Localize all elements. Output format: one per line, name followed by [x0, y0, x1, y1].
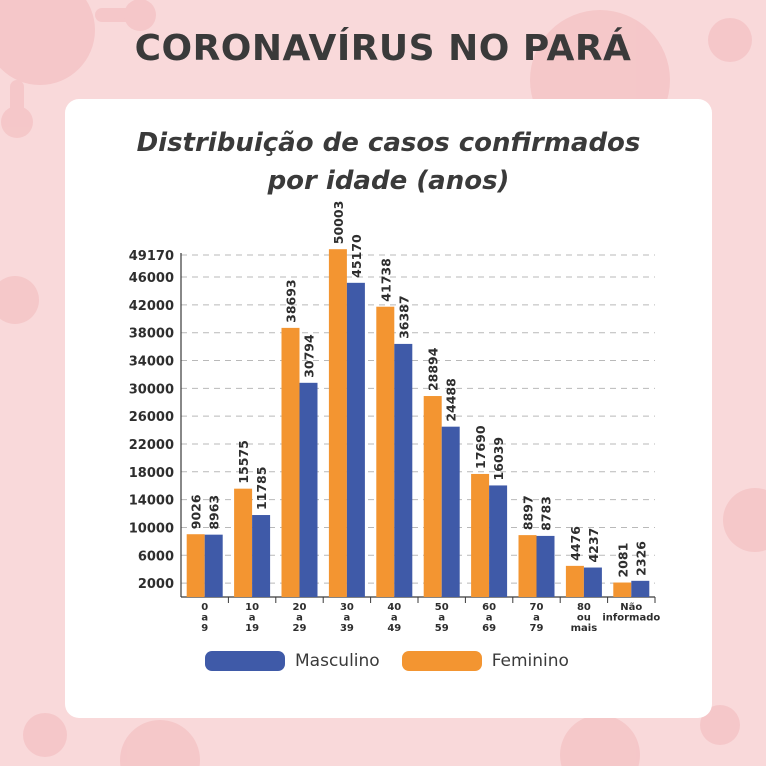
bar-masculino	[583, 567, 602, 597]
bar-feminino	[328, 249, 347, 597]
y-tick-label: 34000	[129, 355, 174, 370]
bar-feminino	[423, 396, 442, 597]
y-tick-label: 49170	[129, 249, 174, 264]
data-label: 11785	[254, 467, 269, 511]
data-label: 17690	[473, 425, 488, 469]
y-tick-label: 22000	[129, 438, 174, 453]
legend-swatch-feminino	[401, 651, 482, 671]
data-label: 16039	[491, 437, 506, 480]
page-title: CORONAVÍRUS NO PARÁ	[134, 28, 632, 69]
x-tick-label: a	[391, 613, 398, 624]
x-tick-label: 60	[482, 602, 496, 613]
chart-title: Distribuição de casos confirmados por id…	[65, 124, 712, 200]
x-tick-label: 9	[201, 623, 208, 634]
bar-feminino	[518, 535, 537, 597]
y-tick-label: 10000	[129, 521, 174, 536]
x-tick-label: 29	[293, 623, 307, 634]
data-label: 15575	[236, 440, 251, 484]
x-tick-label: a	[486, 613, 493, 624]
x-tick-label: 19	[245, 623, 259, 634]
bar-masculino	[441, 426, 460, 597]
x-tick-label: 10	[245, 602, 259, 613]
bar-masculino	[346, 282, 365, 597]
data-label: 45170	[349, 234, 364, 278]
data-label: 38693	[284, 279, 299, 323]
legend-label-feminino: Feminino	[491, 651, 569, 671]
legend-label-masculino: Masculino	[295, 651, 380, 671]
bar-masculino	[204, 534, 223, 597]
x-tick-label: a	[344, 613, 351, 624]
x-tick-label: mais	[571, 623, 598, 634]
data-label: 24488	[444, 378, 459, 422]
bar-feminino	[186, 534, 205, 597]
bar-feminino	[613, 582, 632, 597]
x-tick-label: 79	[530, 623, 544, 634]
y-tick-label: 2000	[138, 577, 174, 592]
data-label: 2326	[633, 541, 648, 576]
x-tick-label: 49	[387, 623, 401, 634]
y-tick-label: 14000	[129, 494, 174, 509]
data-label: 4237	[586, 528, 601, 563]
y-tick-label: 30000	[129, 382, 174, 397]
y-tick-label: 26000	[129, 410, 174, 425]
bar-masculino	[489, 485, 508, 597]
bar-feminino	[234, 488, 253, 597]
bar-feminino	[471, 473, 490, 597]
data-label: 41738	[378, 258, 393, 302]
x-tick-label: 70	[530, 602, 544, 613]
x-tick-label: 30	[340, 602, 354, 613]
y-tick-label: 6000	[138, 549, 174, 564]
bar-feminino	[565, 565, 584, 597]
legend-swatch-masculino	[205, 651, 285, 671]
x-tick-label: Não	[620, 602, 642, 613]
x-tick-label: 0	[201, 602, 208, 613]
x-tick-label: a	[438, 613, 445, 624]
data-label: 9026	[189, 494, 204, 529]
data-label: 8897	[521, 495, 536, 530]
x-tick-label: a	[201, 613, 208, 624]
data-label: 8783	[539, 496, 554, 531]
x-tick-label: 80	[577, 602, 591, 613]
data-label: 28894	[426, 347, 441, 391]
y-tick-label: 42000	[129, 299, 174, 314]
x-tick-label: 40	[387, 602, 401, 613]
data-label: 50003	[331, 201, 346, 245]
y-tick-label: 46000	[129, 271, 174, 286]
data-label: 2081	[615, 543, 630, 578]
x-tick-label: 39	[340, 623, 354, 634]
x-tick-label: 59	[435, 623, 449, 634]
x-tick-label: a	[296, 613, 303, 624]
data-label: 4476	[568, 526, 583, 561]
bar-feminino	[376, 306, 395, 597]
bar-masculino	[631, 580, 650, 597]
bar-masculino	[394, 343, 413, 597]
chart-title-line-1: Distribuição de casos confirmados	[136, 128, 641, 158]
bar-feminino	[281, 327, 300, 597]
bar-masculino	[299, 382, 318, 597]
data-label: 30794	[302, 334, 317, 378]
x-tick-label: 50	[435, 602, 449, 613]
y-tick-label: 18000	[129, 466, 174, 481]
bar-masculino	[536, 535, 555, 597]
bar-masculino	[252, 515, 271, 597]
x-tick-label: 69	[482, 623, 496, 634]
x-tick-label: informado	[602, 613, 660, 624]
y-tick-label: 38000	[129, 327, 174, 342]
chart-title-line-2: por idade (anos)	[267, 166, 510, 196]
data-label: 8963	[207, 495, 222, 530]
x-tick-label: 20	[293, 602, 307, 613]
chart-legend: Masculino Feminino	[205, 649, 591, 673]
data-label: 36387	[396, 295, 411, 339]
x-tick-label: ou	[577, 613, 591, 624]
x-tick-label: a	[533, 613, 540, 624]
x-tick-label: a	[249, 613, 256, 624]
